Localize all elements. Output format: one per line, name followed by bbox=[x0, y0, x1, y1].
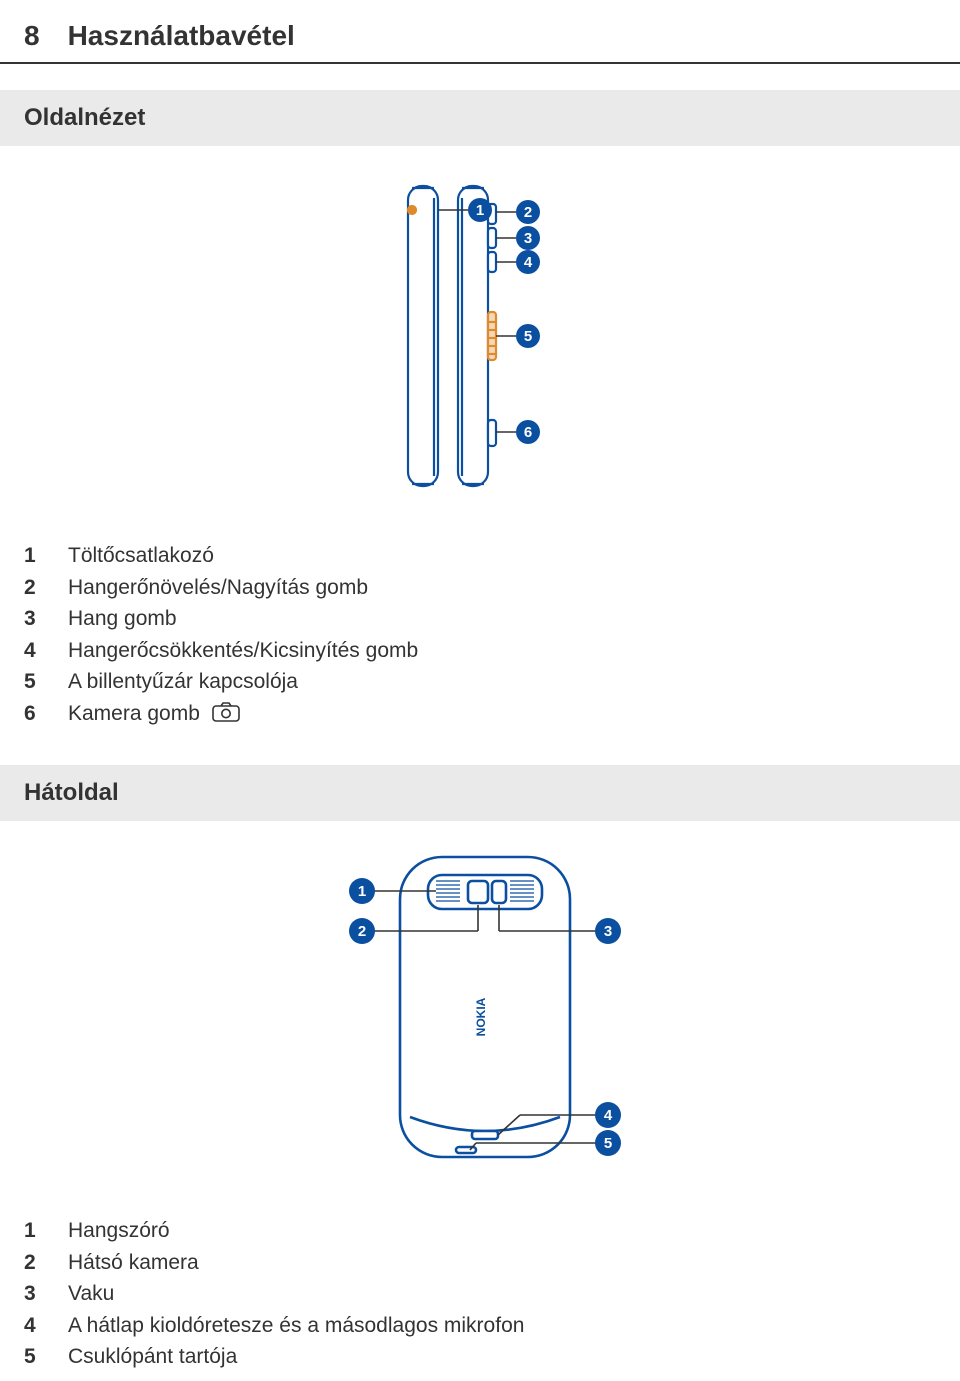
svg-text:1: 1 bbox=[476, 202, 484, 219]
legend-num: 1 bbox=[24, 1215, 44, 1247]
legend-num: 1 bbox=[24, 540, 44, 572]
legend-num: 3 bbox=[24, 1278, 44, 1310]
legend-num: 4 bbox=[24, 635, 44, 667]
legend-num: 3 bbox=[24, 603, 44, 635]
legend-text: Hang gomb bbox=[68, 603, 177, 635]
svg-text:3: 3 bbox=[604, 923, 612, 940]
legend-item: 2 Hátsó kamera bbox=[24, 1247, 936, 1279]
legend-num: 2 bbox=[24, 572, 44, 604]
svg-text:5: 5 bbox=[524, 328, 532, 345]
legend-num: 5 bbox=[24, 666, 44, 698]
legend-text: Hátsó kamera bbox=[68, 1247, 199, 1279]
legend-item: 3 Hang gomb bbox=[24, 603, 936, 635]
legend-item: 1 Hangszóró bbox=[24, 1215, 936, 1247]
svg-text:4: 4 bbox=[604, 1107, 613, 1124]
back-diagram-svg: NOKIA 1 2 3 4 5 bbox=[260, 847, 700, 1187]
legend-item: 4 A hátlap kioldóretesze és a másodlagos… bbox=[24, 1310, 936, 1342]
legend-text: Töltőcsatlakozó bbox=[68, 540, 214, 572]
legend-text: Hangerőcsökkentés/Kicsinyítés gomb bbox=[68, 635, 418, 667]
section-heading-back: Hátoldal bbox=[0, 765, 960, 821]
legend-item: 1 Töltőcsatlakozó bbox=[24, 540, 936, 572]
back-diagram: NOKIA 1 2 3 4 5 bbox=[0, 821, 960, 1205]
camera-icon bbox=[212, 700, 240, 732]
svg-text:2: 2 bbox=[524, 204, 532, 221]
svg-text:6: 6 bbox=[524, 424, 532, 441]
page-header: 8 Használatbavétel bbox=[0, 0, 960, 64]
legend-item: 4 Hangerőcsökkentés/Kicsinyítés gomb bbox=[24, 635, 936, 667]
legend-text: Hangerőnövelés/Nagyítás gomb bbox=[68, 572, 368, 604]
legend-text: A billentyűzár kapcsolója bbox=[68, 666, 298, 698]
legend-text: Hangszóró bbox=[68, 1215, 170, 1247]
legend-item: 5 A billentyűzár kapcsolója bbox=[24, 666, 936, 698]
legend-text: Csuklópánt tartója bbox=[68, 1341, 237, 1373]
legend-item: 2 Hangerőnövelés/Nagyítás gomb bbox=[24, 572, 936, 604]
svg-text:1: 1 bbox=[358, 883, 366, 900]
side-diagram: 1 2 3 4 5 6 bbox=[0, 146, 960, 530]
side-legend: 1 Töltőcsatlakozó 2 Hangerőnövelés/Nagyí… bbox=[0, 530, 960, 739]
page-number: 8 bbox=[24, 20, 40, 52]
svg-text:NOKIA: NOKIA bbox=[474, 997, 488, 1036]
svg-text:5: 5 bbox=[604, 1135, 612, 1152]
legend-num: 2 bbox=[24, 1247, 44, 1279]
side-diagram-svg: 1 2 3 4 5 6 bbox=[330, 172, 630, 512]
legend-text: Vaku bbox=[68, 1278, 114, 1310]
svg-text:4: 4 bbox=[524, 254, 533, 271]
legend-text: Kamera gomb bbox=[68, 698, 240, 732]
back-legend: 1 Hangszóró 2 Hátsó kamera 3 Vaku 4 A há… bbox=[0, 1205, 960, 1381]
page-title: Használatbavétel bbox=[68, 20, 295, 52]
page-header-row: 8 Használatbavétel bbox=[24, 20, 936, 52]
svg-text:3: 3 bbox=[524, 230, 532, 247]
legend-item: 5 Csuklópánt tartója bbox=[24, 1341, 936, 1373]
section-heading-side: Oldalnézet bbox=[0, 90, 960, 146]
legend-num: 5 bbox=[24, 1341, 44, 1373]
legend-text: A hátlap kioldóretesze és a másodlagos m… bbox=[68, 1310, 524, 1342]
legend-num: 6 bbox=[24, 698, 44, 732]
legend-num: 4 bbox=[24, 1310, 44, 1342]
legend-item: 6 Kamera gomb bbox=[24, 698, 936, 732]
legend-item: 3 Vaku bbox=[24, 1278, 936, 1310]
svg-text:2: 2 bbox=[358, 923, 366, 940]
